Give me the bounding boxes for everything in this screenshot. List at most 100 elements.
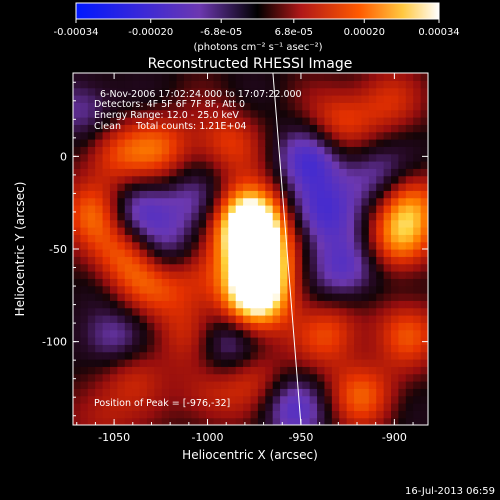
heatmap-cell — [139, 271, 148, 279]
heatmap-cell — [420, 285, 428, 294]
heatmap-cell — [87, 381, 96, 389]
heatmap-cell — [228, 315, 237, 323]
heatmap-cell — [272, 168, 281, 177]
heatmap-cell — [154, 395, 163, 404]
heatmap-cell — [413, 322, 422, 331]
heatmap-cell — [324, 315, 333, 323]
heatmap-cell — [206, 278, 215, 287]
heatmap-cell — [339, 351, 348, 360]
heatmap-cell — [250, 80, 259, 89]
heatmap-cell — [376, 307, 385, 316]
heatmap-cell — [176, 124, 185, 133]
heatmap-cell — [87, 337, 96, 345]
heatmap-cell — [117, 293, 126, 301]
heatmap-cell — [324, 271, 333, 279]
heatmap-cell — [228, 139, 237, 147]
heatmap-cell — [154, 153, 163, 162]
heatmap-cell — [183, 95, 192, 103]
heatmap-cell — [117, 373, 126, 382]
heatmap-cell — [124, 102, 133, 111]
heatmap-cell — [398, 95, 407, 103]
heatmap-cell — [368, 131, 377, 140]
heatmap-cell — [391, 278, 400, 287]
heatmap-cell — [383, 293, 392, 301]
heatmap-cell — [413, 102, 422, 111]
heatmap-cell — [146, 395, 155, 404]
heatmap-cell — [124, 234, 133, 243]
heatmap-cell — [243, 117, 252, 125]
heatmap-cell — [220, 351, 229, 360]
heatmap-cell — [302, 403, 311, 411]
heatmap-cell — [302, 234, 311, 243]
heatmap-cell — [354, 190, 363, 199]
heatmap-cell — [243, 131, 252, 140]
heatmap-cell — [220, 205, 229, 213]
heatmap-cell — [272, 219, 281, 228]
heatmap-cell — [265, 373, 274, 382]
heatmap-cell — [183, 417, 192, 425]
heatmap-cell — [376, 417, 385, 425]
heatmap-cell — [132, 322, 141, 331]
heatmap-cell — [331, 395, 340, 404]
heatmap-cell — [280, 161, 289, 169]
heatmap-cell — [376, 366, 385, 375]
heatmap-cell — [198, 109, 207, 118]
y-axis-label: Heliocentric Y (arcsec) — [13, 182, 27, 317]
heatmap-cell — [324, 410, 333, 419]
heatmap-cell — [331, 300, 340, 309]
heatmap-cell — [139, 175, 148, 184]
heatmap-cell — [191, 73, 200, 81]
heatmap-cell — [183, 139, 192, 147]
heatmap-cell — [331, 183, 340, 191]
heatmap-cell — [354, 117, 363, 125]
heatmap-cell — [95, 241, 104, 250]
heatmap-cell — [280, 315, 289, 323]
heatmap-cell — [398, 219, 407, 228]
heatmap-cell — [354, 87, 363, 96]
heatmap-cell — [346, 417, 355, 425]
heatmap-cell — [109, 256, 118, 265]
heatmap-cell — [95, 117, 104, 125]
heatmap-cell — [183, 300, 192, 309]
heatmap-cell — [257, 351, 266, 360]
heatmap-cell — [287, 410, 296, 419]
heatmap-cell — [80, 366, 89, 375]
heatmap-cell — [206, 168, 215, 177]
heatmap-cell — [368, 102, 377, 111]
heatmap-cell — [243, 381, 252, 389]
heatmap-cell — [398, 329, 407, 338]
heatmap-cell — [183, 329, 192, 338]
heatmap-cell — [139, 95, 148, 103]
heatmap-cell — [220, 403, 229, 411]
heatmap-cell — [102, 381, 111, 389]
heatmap-cell — [280, 234, 289, 243]
heatmap-cell — [383, 307, 392, 316]
heatmap-cell — [257, 329, 266, 338]
heatmap-cell — [272, 109, 281, 118]
heatmap-cell — [368, 95, 377, 103]
heatmap-cell — [391, 227, 400, 235]
heatmap-cell — [346, 146, 355, 155]
heatmap-cell — [354, 395, 363, 404]
heatmap-cell — [124, 395, 133, 404]
heatmap-cell — [73, 315, 81, 323]
heatmap-cell — [354, 366, 363, 375]
heatmap-cell — [420, 337, 428, 345]
heatmap-cell — [243, 285, 252, 294]
heatmap-cell — [87, 271, 96, 279]
heatmap-cell — [191, 300, 200, 309]
heatmap-cell — [183, 131, 192, 140]
heatmap-cell — [139, 168, 148, 177]
heatmap-cell — [265, 381, 274, 389]
heatmap-cell — [206, 293, 215, 301]
heatmap-cell — [309, 183, 318, 191]
heatmap-cell — [220, 410, 229, 419]
heatmap-cell — [250, 263, 259, 272]
heatmap-cell — [257, 322, 266, 331]
heatmap-cell — [257, 139, 266, 147]
heatmap-cell — [339, 73, 348, 81]
heatmap-cell — [154, 139, 163, 147]
heatmap-cell — [405, 293, 414, 301]
heatmap-cell — [146, 388, 155, 397]
heatmap-cell — [102, 263, 111, 272]
